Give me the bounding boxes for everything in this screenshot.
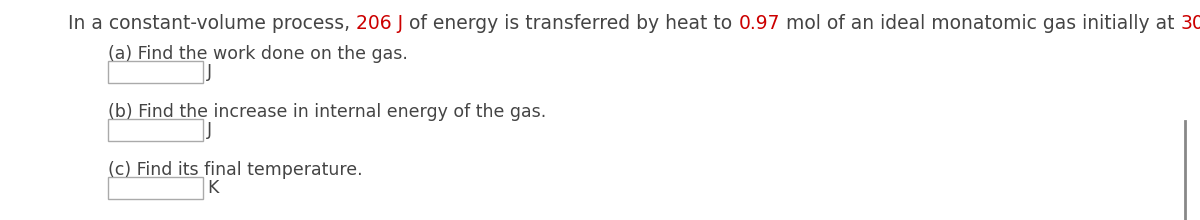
Text: of energy is transferred by heat to: of energy is transferred by heat to [403, 14, 738, 33]
Text: 0.97: 0.97 [738, 14, 780, 33]
Text: J: J [208, 121, 212, 139]
Text: In a constant-volume process,: In a constant-volume process, [68, 14, 356, 33]
Text: K: K [208, 179, 218, 197]
Text: 206 J: 206 J [356, 14, 403, 33]
Text: J: J [208, 63, 212, 81]
FancyBboxPatch shape [108, 177, 203, 199]
FancyBboxPatch shape [108, 61, 203, 83]
FancyBboxPatch shape [108, 119, 203, 141]
Text: (a) Find the work done on the gas.: (a) Find the work done on the gas. [108, 45, 408, 63]
Text: 309: 309 [1181, 14, 1200, 33]
Text: mol of an ideal monatomic gas initially at: mol of an ideal monatomic gas initially … [780, 14, 1181, 33]
Text: (c) Find its final temperature.: (c) Find its final temperature. [108, 161, 362, 179]
Text: (b) Find the increase in internal energy of the gas.: (b) Find the increase in internal energy… [108, 103, 546, 121]
